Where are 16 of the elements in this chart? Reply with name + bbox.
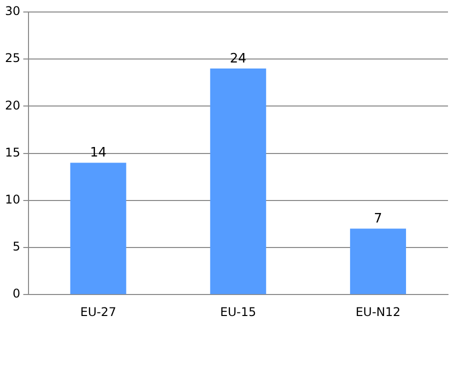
y-tick-label: 30 bbox=[4, 4, 20, 18]
data-label: 7 bbox=[374, 212, 382, 227]
y-tick-label: 25 bbox=[4, 51, 20, 66]
data-label: 24 bbox=[230, 51, 246, 66]
y-tick-label: 15 bbox=[4, 145, 20, 160]
x-tick-label: EU-27 bbox=[80, 304, 116, 319]
bar bbox=[70, 162, 126, 294]
y-tick-label: 0 bbox=[12, 286, 20, 301]
y-tick-label: 5 bbox=[12, 240, 20, 254]
bar bbox=[210, 68, 266, 294]
x-tick-label: EU-N12 bbox=[356, 304, 401, 319]
y-tick-label: 20 bbox=[4, 98, 20, 112]
y-tick-label: 10 bbox=[4, 192, 20, 207]
data-label: 14 bbox=[90, 146, 106, 161]
bar bbox=[350, 228, 406, 294]
x-tick-label: EU-15 bbox=[220, 304, 256, 319]
